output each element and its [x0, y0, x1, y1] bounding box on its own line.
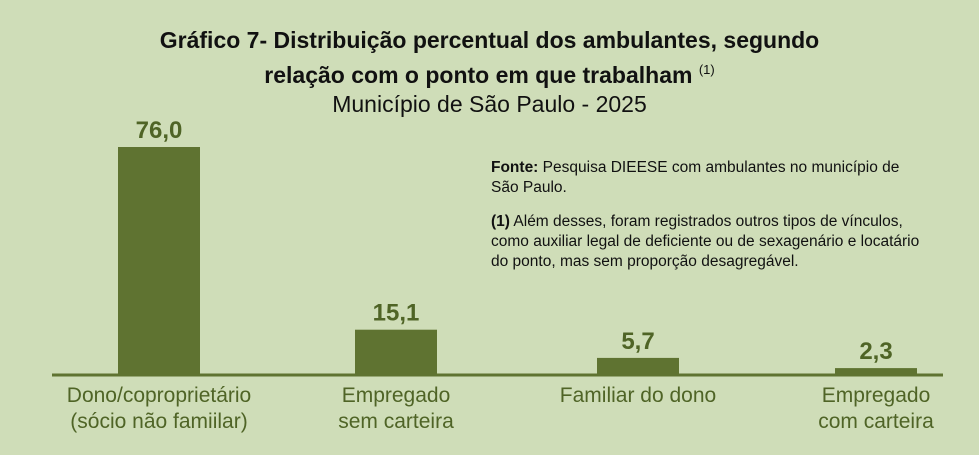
bars-group	[118, 147, 917, 375]
chart-title-block: Gráfico 7- Distribuição percentual dos a…	[0, 26, 979, 118]
category-label-0-line-1: (sócio não famiilar)	[70, 410, 247, 433]
category-label-1-line-0: Empregado	[342, 384, 451, 407]
chart-title: Gráfico 7- Distribuição percentual dos a…	[0, 26, 979, 90]
value-labels-group: 76,0 15,1 5,7 2,3	[136, 117, 893, 365]
value-label-0: 76,0	[136, 117, 183, 144]
source-label: Fonte:	[491, 159, 539, 176]
chart-title-line-1: Gráfico 7- Distribuição percentual dos a…	[159, 27, 820, 53]
source-text: Pesquisa DIEESE com ambulantes no municí…	[491, 159, 900, 196]
chart-title-footnote-marker: (1)	[698, 62, 715, 77]
bar-2	[597, 357, 679, 375]
bar-3	[835, 368, 917, 375]
category-label-3-line-0: Empregado	[822, 384, 931, 407]
value-label-1: 15,1	[373, 300, 420, 327]
category-label-3-line-1: com carteira	[818, 410, 934, 433]
footnote-label: (1)	[491, 213, 510, 230]
category-label-2-line-0: Familiar do dono	[560, 384, 716, 407]
bar-0	[118, 147, 200, 375]
notes-box: Fonte: Pesquisa DIEESE com ambulantes no…	[491, 158, 931, 286]
bar-1	[355, 329, 437, 375]
footnote: (1) Além desses, foram registrados outro…	[491, 212, 931, 272]
value-label-3: 2,3	[859, 338, 892, 365]
category-labels-group: Dono/coproprietário (sócio não famiilar) E…	[67, 384, 934, 433]
chart-title-line-2: relação com o ponto em que trabalham	[264, 62, 693, 88]
value-label-2: 5,7	[621, 328, 654, 355]
chart-subtitle: Município de São Paulo - 2025	[332, 91, 647, 117]
source-note: Fonte: Pesquisa DIEESE com ambulantes no…	[491, 158, 931, 198]
category-label-1-line-1: sem carteira	[338, 410, 454, 433]
footnote-text: Além desses, foram registrados outros ti…	[491, 213, 920, 270]
category-label-0-line-0: Dono/coproprietário	[67, 384, 251, 407]
